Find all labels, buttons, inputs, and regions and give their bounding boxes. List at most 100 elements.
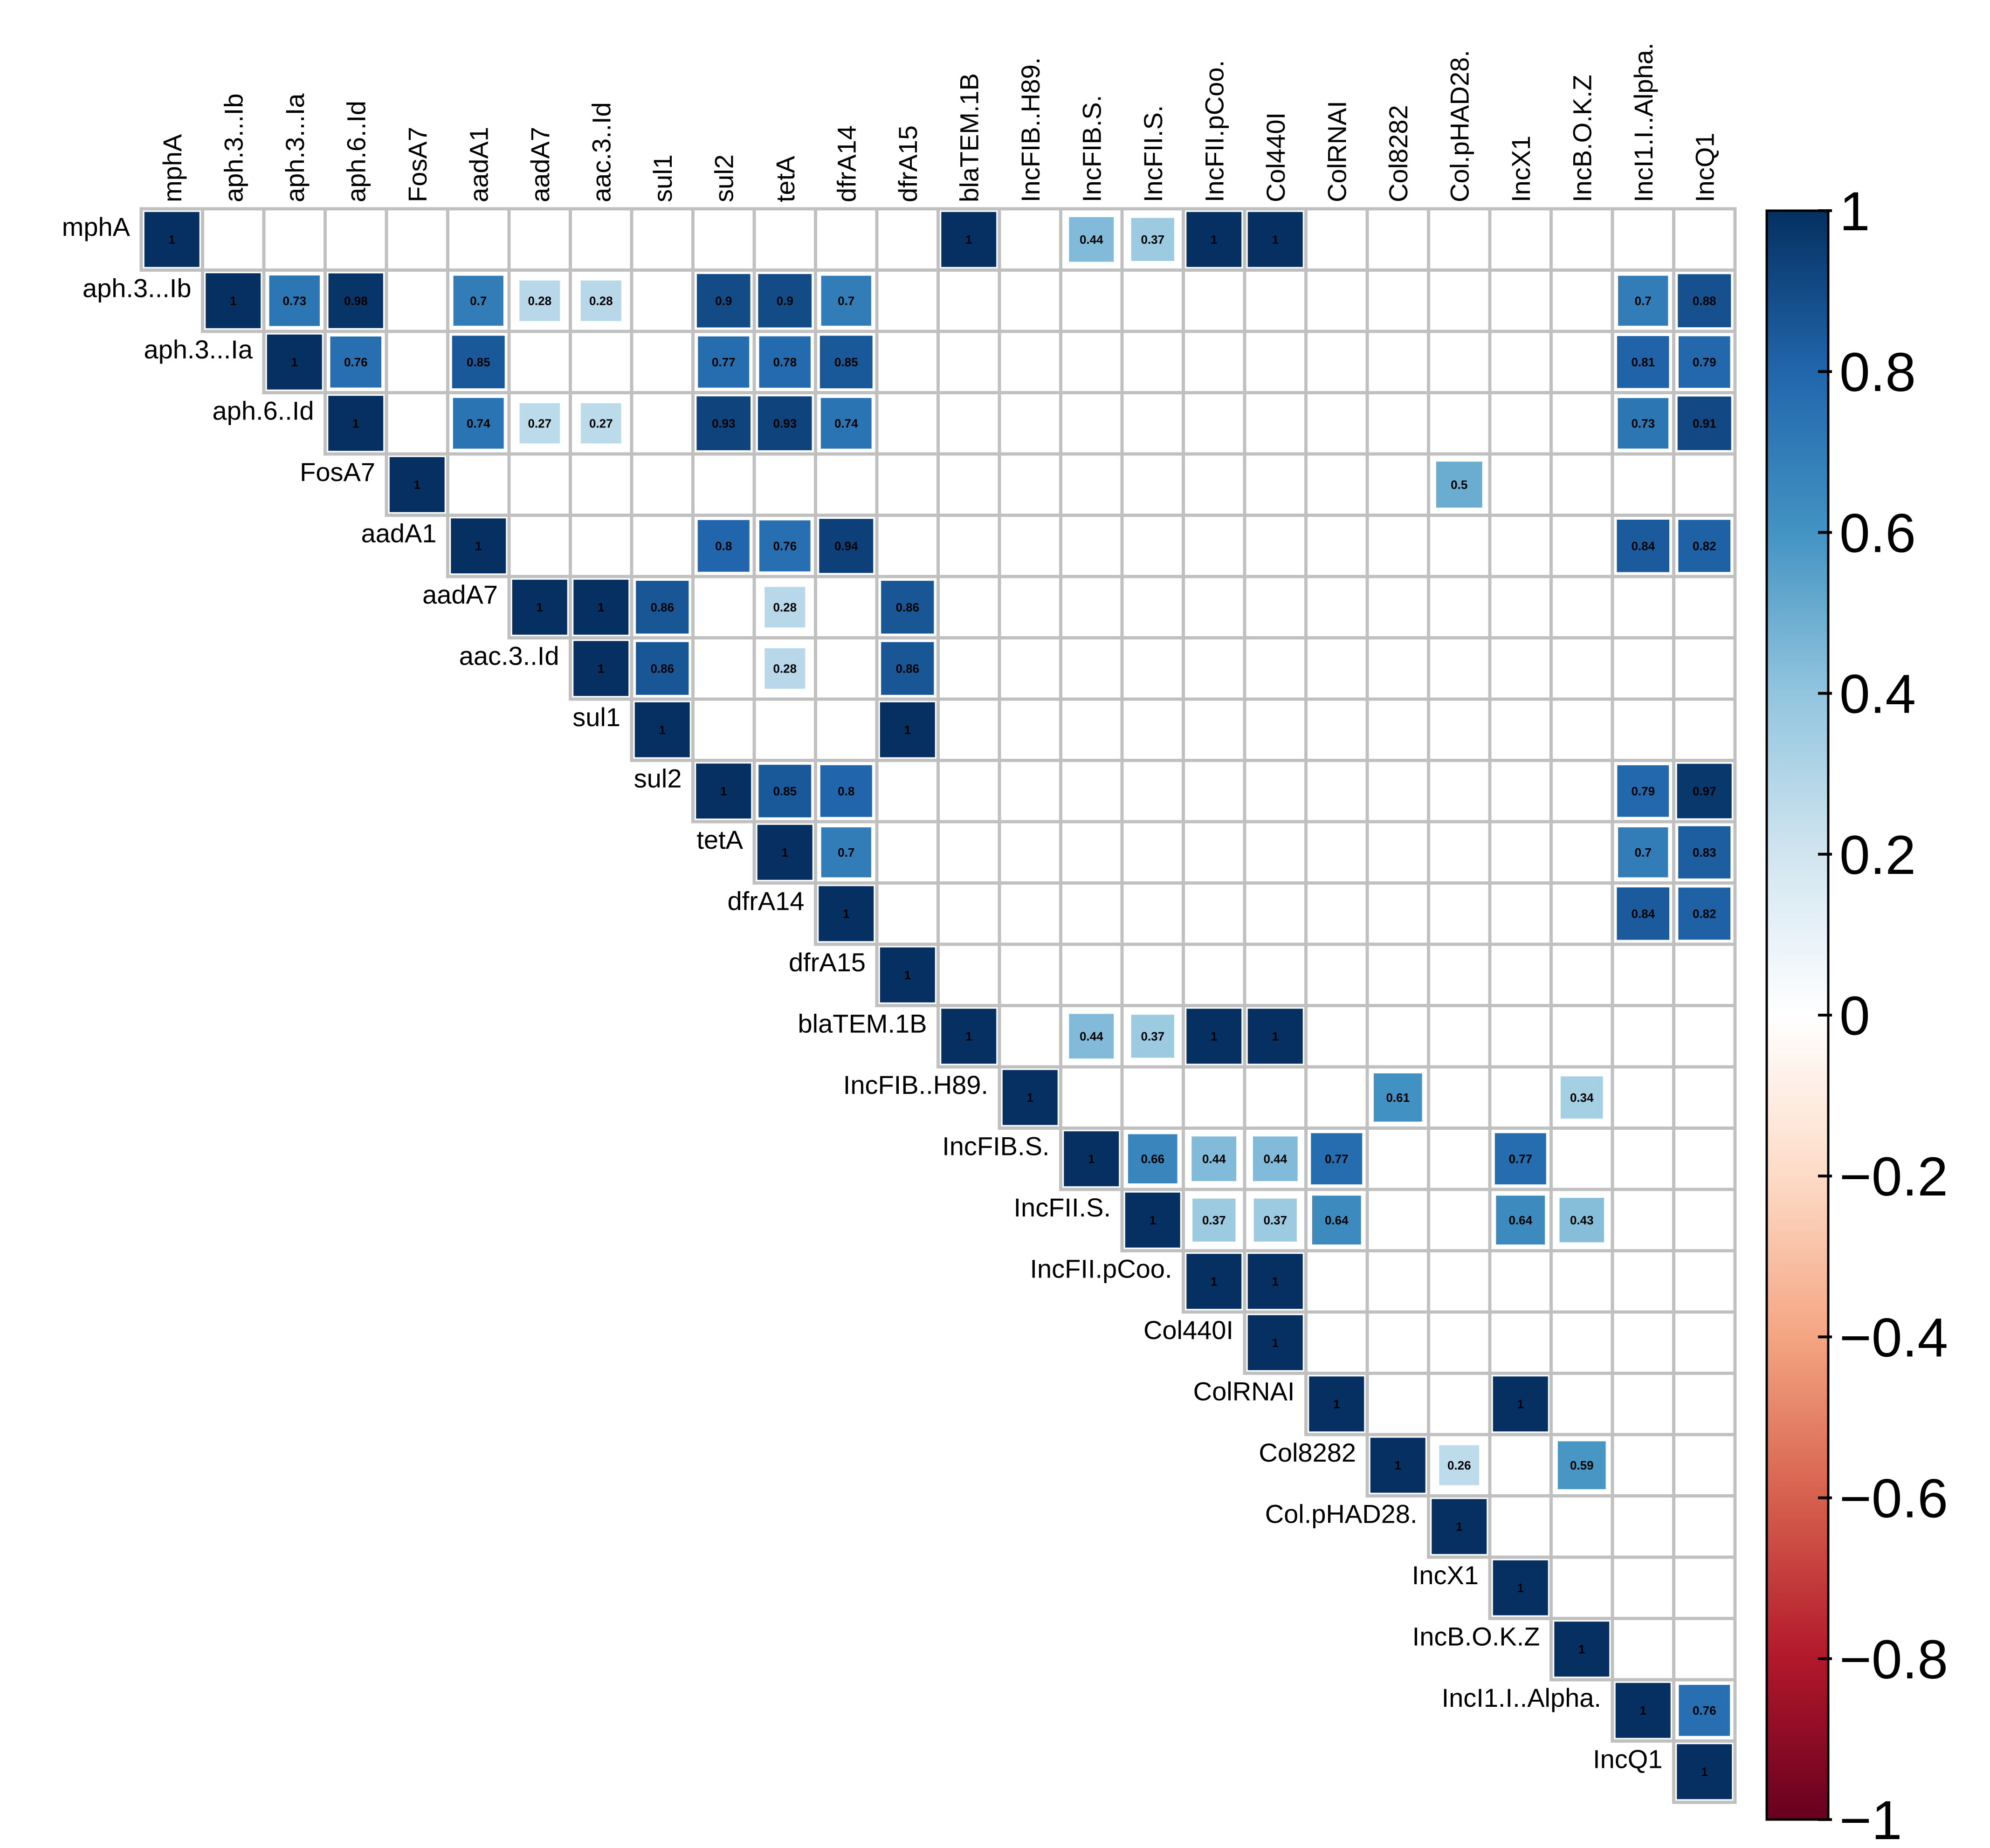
colorbar-tick-label: 0.4 (1839, 664, 1916, 725)
cell-square (1615, 518, 1671, 574)
cell-square (1616, 763, 1671, 818)
cell-value-label: 0.73 (282, 294, 306, 308)
cell-value-label: 1 (1211, 233, 1217, 247)
cell-incfib-s-colrnai: 0.77 (1309, 1132, 1364, 1186)
grid-cell (875, 330, 940, 394)
row-label-incb-o-k-z: IncB.O.K.Z (1412, 1621, 1540, 1651)
cell-value-label: 0.28 (589, 294, 613, 308)
cell-incfii-s-col440i: 0.37 (1252, 1197, 1298, 1243)
grid-cell (1672, 636, 1737, 701)
cell-sul2-sul2: 1 (695, 762, 753, 820)
row-label-col440i: Col440I (1143, 1315, 1233, 1345)
grid-cell (1549, 1249, 1614, 1314)
grid-cell (1672, 1372, 1737, 1436)
cell-square (757, 335, 812, 389)
grid-cell (1488, 452, 1553, 517)
cell-square (1310, 1194, 1363, 1246)
cell-value-label: 0.64 (1508, 1213, 1532, 1227)
grid-cell (1549, 330, 1614, 394)
cell-square (1675, 762, 1733, 820)
grid-cell (1549, 759, 1614, 824)
grid-cell (1304, 1004, 1369, 1069)
grid-cell (998, 575, 1062, 639)
grid-cell (1427, 1004, 1492, 1069)
cell-value-label: 0.27 (528, 416, 551, 430)
grid-cell (1672, 1127, 1737, 1191)
column-label-dfra15: dfrA15 (893, 125, 923, 202)
column-label-aada7: aadA7 (525, 127, 555, 202)
grid-cell (1611, 1372, 1675, 1436)
grid-cell (1120, 759, 1185, 824)
grid-cell (1182, 452, 1246, 517)
cell-value-label: 1 (720, 784, 727, 798)
grid-cell (1304, 268, 1369, 333)
cell-value-label: 0.86 (650, 600, 674, 614)
cell-value-label: 0.84 (1631, 907, 1655, 921)
cell-value-label: 1 (169, 233, 175, 247)
grid-cell (446, 207, 511, 272)
grid-cell (1549, 1310, 1614, 1375)
cell-square (940, 1007, 998, 1065)
cell-square (450, 334, 506, 390)
cell-value-label: 0.28 (528, 294, 551, 308)
cell-square (1558, 1196, 1605, 1244)
cell-mpha-incfii-pcoo: 1 (1185, 210, 1243, 268)
grid-cell (1365, 1249, 1430, 1314)
grid-cell (1488, 1494, 1553, 1559)
cell-value-label: 1 (659, 723, 666, 737)
grid-cell (1549, 820, 1614, 885)
grid-cell (875, 759, 940, 824)
cell-value-label: 1 (537, 600, 543, 614)
grid-cell (1549, 636, 1614, 701)
cell-square (1494, 1194, 1547, 1246)
cell-square (1434, 460, 1484, 509)
cell-value-label: 1 (598, 661, 604, 675)
grid-cell (998, 759, 1062, 824)
colorbar-tick-label: 1 (1839, 181, 1870, 242)
grid-cell (1365, 452, 1430, 517)
cell-aph-3-ib-aada1: 0.7 (452, 274, 505, 327)
grid-cell (1365, 697, 1430, 762)
cell-square (1001, 1068, 1059, 1127)
cell-value-label: 1 (1272, 1274, 1279, 1288)
cell-square (1553, 1620, 1611, 1678)
grid-cell (998, 1004, 1062, 1069)
cell-square (757, 519, 812, 573)
grid-cell (630, 452, 695, 517)
cell-value-label: 0.37 (1202, 1213, 1226, 1227)
cell-square (449, 517, 508, 575)
cell-aph-3-ia-dfra14: 0.85 (818, 334, 874, 390)
grid-cell (1488, 697, 1553, 762)
cell-aph-3-ia-aph-6-id: 0.76 (329, 335, 383, 389)
grid-cell (1427, 881, 1492, 946)
grid-cell (1488, 636, 1553, 701)
colorbar-tick-label: 0 (1839, 985, 1870, 1047)
cell-square (634, 640, 690, 696)
column-label-blatem-1b: blaTEM.1B (954, 73, 984, 202)
cell-aada1-incq1: 0.82 (1677, 518, 1732, 574)
grid-cell (1672, 1617, 1737, 1682)
cell-square (1185, 210, 1243, 268)
grid-cell (752, 207, 817, 272)
column-label-aph-6-id: aph.6..Id (341, 101, 371, 202)
cell-square (327, 272, 385, 330)
cell-square (1677, 824, 1732, 880)
grid-cell (936, 268, 1001, 333)
grid-cell (998, 881, 1062, 946)
cell-aada1-sul2: 0.8 (696, 518, 751, 573)
cell-square (579, 402, 623, 445)
cell-value-label: 0.44 (1202, 1152, 1226, 1166)
grid-cell (1365, 1310, 1430, 1375)
cell-square (1246, 1313, 1304, 1372)
grid-cell (1611, 697, 1675, 762)
grid-cell (1365, 1127, 1430, 1191)
row-label-aph-3-ia: aph.3...Ia (144, 335, 253, 364)
row-label-incfii-pcoo: IncFII.pCoo. (1030, 1254, 1172, 1283)
grid-cell (569, 330, 633, 394)
cell-square (757, 763, 813, 819)
grid-cell (1059, 820, 1124, 885)
grid-cell (1549, 942, 1614, 1007)
cell-value-label: 0.93 (712, 416, 736, 430)
cell-incb-o-k-z-incb-o-k-z: 1 (1553, 1620, 1611, 1678)
